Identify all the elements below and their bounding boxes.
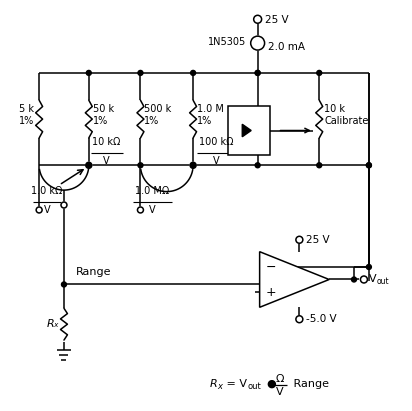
Circle shape <box>86 162 92 168</box>
Text: out: out <box>377 277 389 286</box>
Circle shape <box>366 265 371 270</box>
Circle shape <box>138 207 143 213</box>
Text: 10 k
Calibrate: 10 k Calibrate <box>324 104 369 126</box>
Circle shape <box>366 163 371 168</box>
Text: R: R <box>210 379 218 389</box>
Text: x: x <box>217 382 222 391</box>
Text: ●: ● <box>267 379 276 389</box>
Circle shape <box>366 163 371 168</box>
Text: V: V <box>149 205 156 215</box>
Polygon shape <box>242 124 251 137</box>
Text: 25 V: 25 V <box>306 235 330 245</box>
Text: 25 V: 25 V <box>265 15 288 25</box>
Text: Range: Range <box>290 379 330 389</box>
Text: Range: Range <box>76 266 111 277</box>
Circle shape <box>87 163 91 168</box>
Circle shape <box>87 70 91 75</box>
Circle shape <box>138 70 143 75</box>
Text: 1.0 kΩ: 1.0 kΩ <box>31 186 63 196</box>
Circle shape <box>296 236 303 243</box>
Text: 5 k
1%: 5 k 1% <box>19 104 34 126</box>
Circle shape <box>255 163 260 168</box>
Circle shape <box>317 70 322 75</box>
Circle shape <box>61 202 67 208</box>
Text: Rₓ: Rₓ <box>46 319 59 329</box>
Bar <box>228 106 269 155</box>
Text: V: V <box>103 156 110 166</box>
Circle shape <box>190 162 196 168</box>
Text: V: V <box>276 387 283 397</box>
Circle shape <box>255 70 260 75</box>
Circle shape <box>138 163 143 168</box>
Text: 100 kΩ: 100 kΩ <box>199 137 234 148</box>
Text: out: out <box>248 382 262 391</box>
Circle shape <box>255 70 260 75</box>
Text: V: V <box>44 205 50 215</box>
Text: 500 k
1%: 500 k 1% <box>145 104 172 126</box>
Circle shape <box>296 316 303 323</box>
Text: V: V <box>213 156 220 166</box>
Circle shape <box>61 282 66 287</box>
Circle shape <box>250 36 265 50</box>
Text: Ω: Ω <box>275 374 284 384</box>
Text: +: + <box>266 286 276 298</box>
Circle shape <box>351 277 356 282</box>
Text: 1N5305: 1N5305 <box>208 37 246 47</box>
Circle shape <box>36 207 42 213</box>
Text: 1.0 M
1%: 1.0 M 1% <box>197 104 224 126</box>
Circle shape <box>254 15 262 23</box>
Circle shape <box>191 163 196 168</box>
Text: 10 kΩ: 10 kΩ <box>92 137 121 148</box>
Text: = V: = V <box>223 379 247 389</box>
Text: 50 k
1%: 50 k 1% <box>93 104 114 126</box>
Polygon shape <box>260 252 329 307</box>
Text: -5.0 V: -5.0 V <box>306 314 337 324</box>
Circle shape <box>317 163 322 168</box>
Text: 1.0 MΩ: 1.0 MΩ <box>135 186 169 196</box>
Text: 2.0 mA: 2.0 mA <box>267 42 304 52</box>
Circle shape <box>191 70 196 75</box>
Text: V: V <box>369 275 377 284</box>
Circle shape <box>360 276 368 283</box>
Text: −: − <box>266 261 276 273</box>
